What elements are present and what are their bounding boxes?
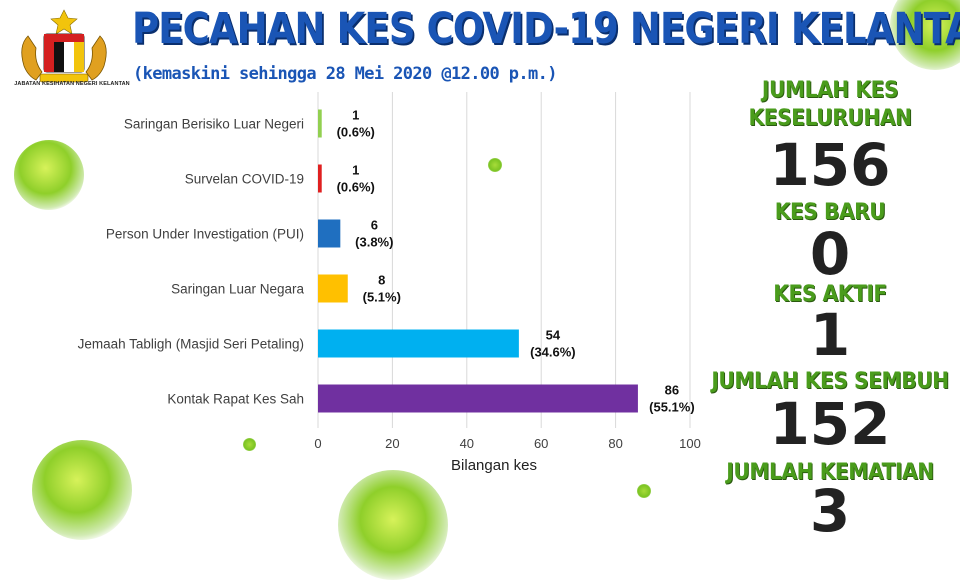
page-title: PECAHAN KES COVID-19 NEGERI KELANTAN bbox=[132, 4, 960, 54]
bar bbox=[318, 384, 638, 413]
virus-icon bbox=[637, 484, 651, 498]
coat-of-arms-icon bbox=[21, 9, 107, 83]
stat-value-recovered: 152 bbox=[769, 390, 891, 458]
agency-name: JABATAN KESIHATAN NEGERI KELANTAN bbox=[14, 81, 130, 87]
virus-icon bbox=[32, 440, 132, 540]
bar-value-label: 1 bbox=[352, 108, 359, 123]
x-tick-label: 20 bbox=[385, 436, 399, 451]
category-label: Survelan COVID-19 bbox=[185, 172, 304, 187]
bar-value-label: 6 bbox=[371, 218, 378, 233]
x-tick-label: 100 bbox=[679, 436, 701, 451]
stat-label-total-line1: JUMLAH KES bbox=[761, 78, 899, 103]
stat-value-deaths: 3 bbox=[809, 477, 851, 545]
stat-label-active: KES AKTIF bbox=[773, 282, 887, 307]
category-label: Jemaah Tabligh (Masjid Seri Petaling) bbox=[78, 337, 304, 352]
x-tick-label: 60 bbox=[534, 436, 548, 451]
x-axis-title: Bilangan kes bbox=[451, 457, 537, 474]
virus-icon bbox=[14, 140, 84, 210]
stat-value-active: 1 bbox=[809, 301, 851, 369]
virus-icon bbox=[338, 470, 448, 580]
bar-percent-label: (0.6%) bbox=[337, 180, 375, 195]
bar bbox=[318, 109, 322, 138]
bar bbox=[318, 219, 341, 248]
page-subtitle: (kemaskini sehingga 28 Mei 2020 @12.00 p… bbox=[133, 64, 558, 84]
x-tick-label: 40 bbox=[460, 436, 474, 451]
bar-value-label: 86 bbox=[665, 383, 679, 398]
x-tick-label: 0 bbox=[314, 436, 321, 451]
bar bbox=[318, 164, 322, 193]
category-label: Saringan Luar Negara bbox=[171, 282, 304, 297]
virus-icon bbox=[488, 158, 502, 172]
bar-percent-label: (0.6%) bbox=[337, 125, 375, 140]
bar bbox=[318, 274, 348, 303]
bar-value-label: 1 bbox=[352, 163, 359, 178]
stat-label-total-line2: KESELURUHAN bbox=[748, 106, 912, 131]
bar bbox=[318, 329, 519, 358]
stat-label-deaths: JUMLAH KEMATIAN bbox=[726, 460, 934, 485]
x-tick-label: 80 bbox=[608, 436, 622, 451]
category-label: Kontak Rapat Kes Sah bbox=[167, 392, 304, 407]
stat-value-total: 156 bbox=[769, 131, 891, 199]
infographic: JABATAN KESIHATAN NEGERI KELANTAN PECAHA… bbox=[14, 0, 960, 580]
category-label: Person Under Investigation (PUI) bbox=[106, 227, 304, 242]
bar-percent-label: (55.1%) bbox=[649, 400, 695, 415]
bar-value-label: 54 bbox=[546, 328, 561, 343]
category-label: Saringan Berisiko Luar Negeri bbox=[124, 117, 304, 132]
bar-value-label: 8 bbox=[378, 273, 385, 288]
virus-icon bbox=[243, 438, 256, 451]
stat-label-recovered: JUMLAH KES SEMBUH bbox=[711, 369, 949, 394]
bar-percent-label: (34.6%) bbox=[530, 345, 576, 360]
stat-label-new: KES BARU bbox=[774, 200, 886, 225]
bar-chart: 0 20 40 60 80 100 Bilangan kes Saringan Berisik… bbox=[78, 92, 701, 474]
stat-value-new: 0 bbox=[809, 220, 851, 288]
bar-percent-label: (3.8%) bbox=[355, 235, 393, 250]
bar-percent-label: (5.1%) bbox=[363, 290, 401, 305]
